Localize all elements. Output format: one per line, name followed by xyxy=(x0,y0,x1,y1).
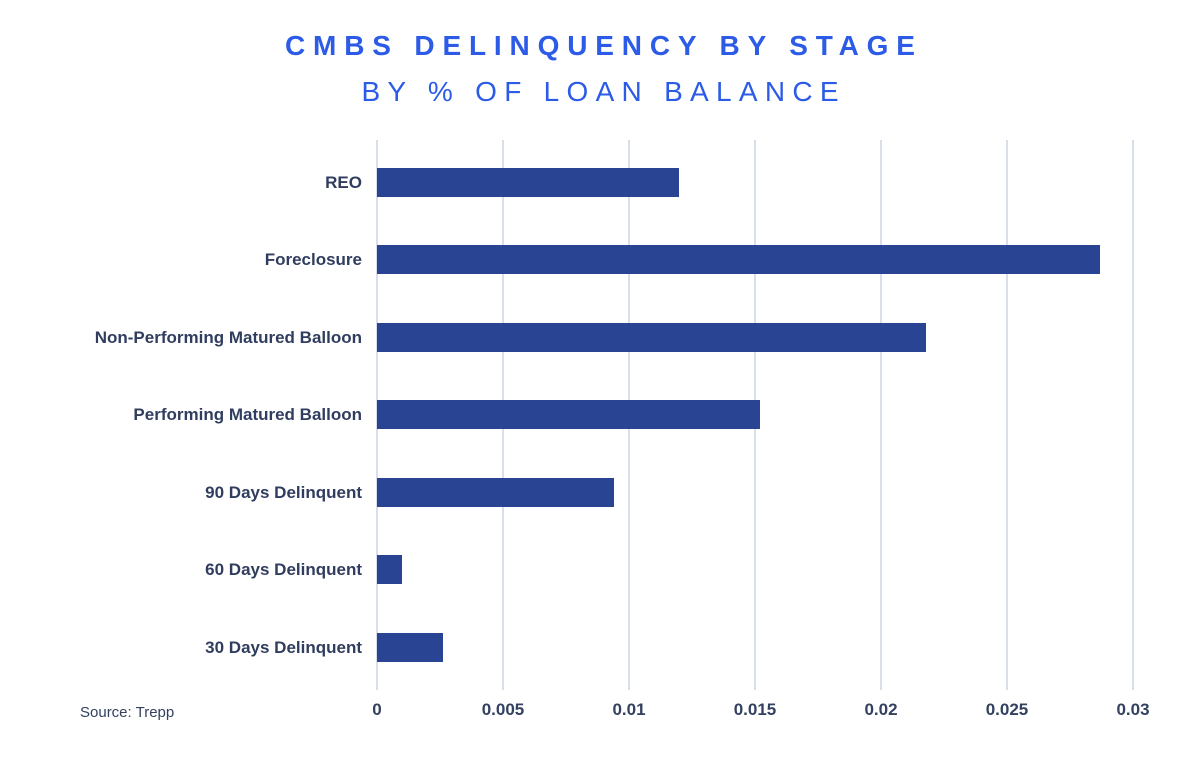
bar-90-days-delinquent xyxy=(377,477,614,507)
gridline xyxy=(1132,140,1134,690)
category-label: Foreclosure xyxy=(264,250,362,269)
x-tick-label: 0.03 xyxy=(1116,700,1150,719)
bar-non-performing-matured-balloon xyxy=(377,322,926,352)
page-title: CMBS DELINQUENCY BY STAGE xyxy=(284,30,923,61)
x-tick-label: 0.02 xyxy=(864,700,898,719)
category-label: Non-Performing Matured Balloon xyxy=(94,327,362,347)
x-tick-label: 0.025 xyxy=(985,700,1029,719)
bar-30-days-delinquent xyxy=(377,632,443,662)
category-label: REO xyxy=(325,172,362,192)
x-tick-label: 0.005 xyxy=(481,700,525,719)
category-label: Performing Matured Balloon xyxy=(133,405,362,424)
gridline xyxy=(1006,140,1008,690)
x-tick-label: 0 xyxy=(372,700,382,719)
bar-60-days-delinquent xyxy=(377,555,402,584)
bar-foreclosure xyxy=(377,245,1100,274)
category-label: 30 Days Delinquent xyxy=(205,637,362,657)
gridline xyxy=(880,140,882,690)
plot-area xyxy=(376,140,1167,690)
title-block: CMBS DELINQUENCY BY STAGE BY % OF LOAN B… xyxy=(0,30,1200,108)
bar-reo xyxy=(377,167,679,197)
x-tick-label: 0.01 xyxy=(612,700,646,719)
category-label: 60 Days Delinquent xyxy=(205,560,362,579)
page-subtitle: BY % OF LOAN BALANCE xyxy=(361,76,846,107)
source-note: Source: Trepp xyxy=(80,704,175,721)
x-tick-label: 0.015 xyxy=(733,700,777,719)
bar-performing-matured-balloon xyxy=(377,400,760,429)
category-label: 90 Days Delinquent xyxy=(205,482,362,502)
